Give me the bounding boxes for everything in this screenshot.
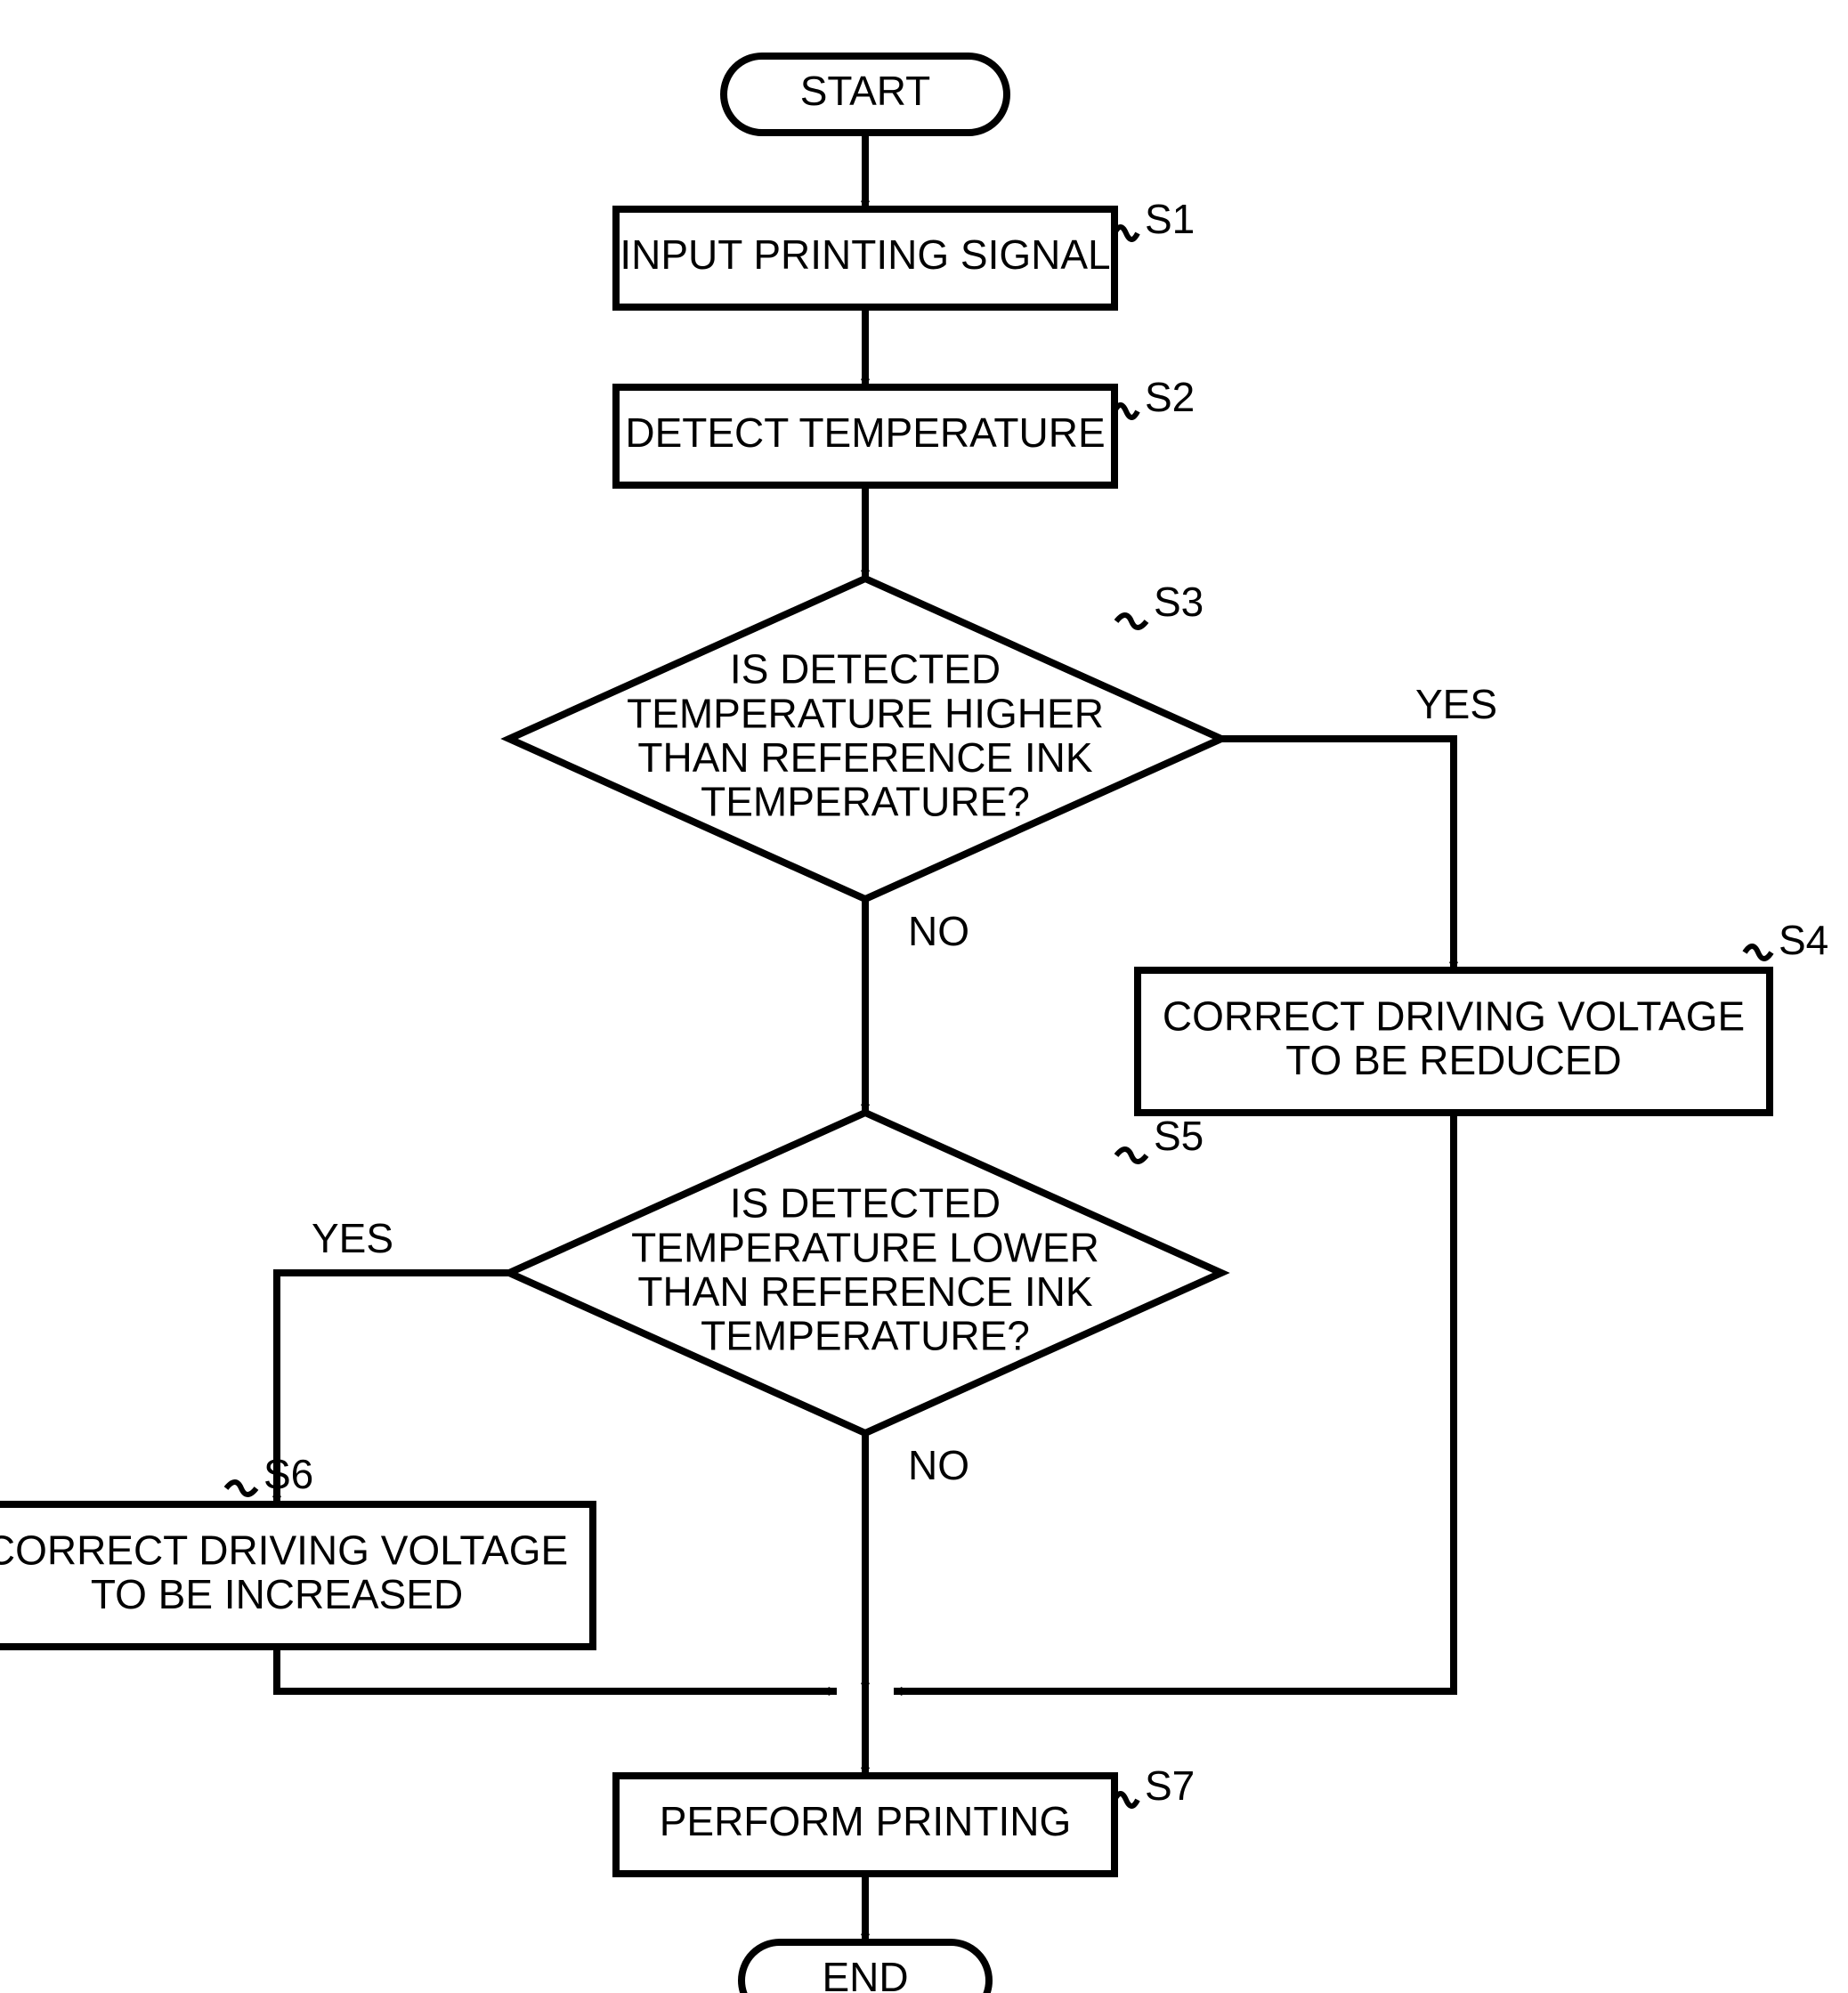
step-label-s4: S4 <box>1779 917 1828 963</box>
node-s1_box: INPUT PRINTING SIGNAL <box>616 209 1114 307</box>
node-s6_box-text-1: TO BE INCREASED <box>91 1571 463 1617</box>
node-s4_box: CORRECT DRIVING VOLTAGETO BE REDUCED <box>1138 970 1770 1113</box>
step-label-s2: S2 <box>1145 374 1195 420</box>
node-s3_dec-text-2: THAN REFERENCE INK <box>637 734 1092 781</box>
node-start: START <box>724 56 1007 133</box>
step-label-s7: S7 <box>1145 1762 1195 1809</box>
node-s1_box-text-0: INPUT PRINTING SIGNAL <box>620 231 1110 278</box>
leader-s5 <box>1116 1149 1147 1162</box>
node-s7_box: PERFORM PRINTING <box>616 1776 1114 1874</box>
node-s3_dec-text-3: TEMPERATURE? <box>701 779 1030 825</box>
edge-s6_box-merge <box>277 1647 837 1691</box>
branch-label-s5_no: NO <box>908 1442 969 1488</box>
node-s2_box-text-0: DETECT TEMPERATURE <box>625 409 1105 456</box>
node-s3_dec: IS DETECTEDTEMPERATURE HIGHERTHAN REFERE… <box>509 579 1221 899</box>
node-s5_dec: IS DETECTEDTEMPERATURE LOWERTHAN REFEREN… <box>509 1113 1221 1433</box>
node-s6_box: CORRECT DRIVING VOLTAGETO BE INCREASED <box>0 1504 593 1647</box>
nodes-group: START INPUT PRINTING SIGNAL DETECT TEMPERA… <box>0 56 1770 1993</box>
edge-s3_dec_right_yes-s4_box <box>1221 739 1454 970</box>
node-s6_box-text-0: CORRECT DRIVING VOLTAGE <box>0 1527 568 1573</box>
node-s3_dec-text-0: IS DETECTED <box>730 646 1001 693</box>
branch-label-s3_yes: YES <box>1415 681 1497 727</box>
step-label-s6: S6 <box>263 1451 313 1497</box>
step-label-s5: S5 <box>1154 1113 1204 1159</box>
node-s4_box-text-1: TO BE REDUCED <box>1285 1037 1621 1083</box>
node-start-text-0: START <box>800 68 931 114</box>
leader-s4 <box>1745 946 1771 959</box>
step-label-s1: S1 <box>1145 196 1195 242</box>
node-s4_box-text-0: CORRECT DRIVING VOLTAGE <box>1163 992 1745 1039</box>
node-s5_dec-text-1: TEMPERATURE LOWER <box>631 1224 1099 1270</box>
branch-label-s3_no: NO <box>908 908 969 954</box>
node-end-text-0: END <box>822 1954 908 1993</box>
node-end: END <box>742 1942 989 1993</box>
node-s5_dec-text-0: IS DETECTED <box>730 1180 1001 1227</box>
node-s5_dec-text-3: TEMPERATURE? <box>701 1313 1030 1359</box>
step-label-s3: S3 <box>1154 579 1204 625</box>
node-s2_box: DETECT TEMPERATURE <box>616 387 1114 485</box>
node-s7_box-text-0: PERFORM PRINTING <box>660 1798 1072 1844</box>
branch-label-s5_yes: YES <box>312 1215 393 1261</box>
node-s3_dec-text-1: TEMPERATURE HIGHER <box>627 690 1104 736</box>
leader-s6 <box>226 1482 256 1495</box>
leader-s3 <box>1116 615 1147 628</box>
node-s5_dec-text-2: THAN REFERENCE INK <box>637 1268 1092 1315</box>
